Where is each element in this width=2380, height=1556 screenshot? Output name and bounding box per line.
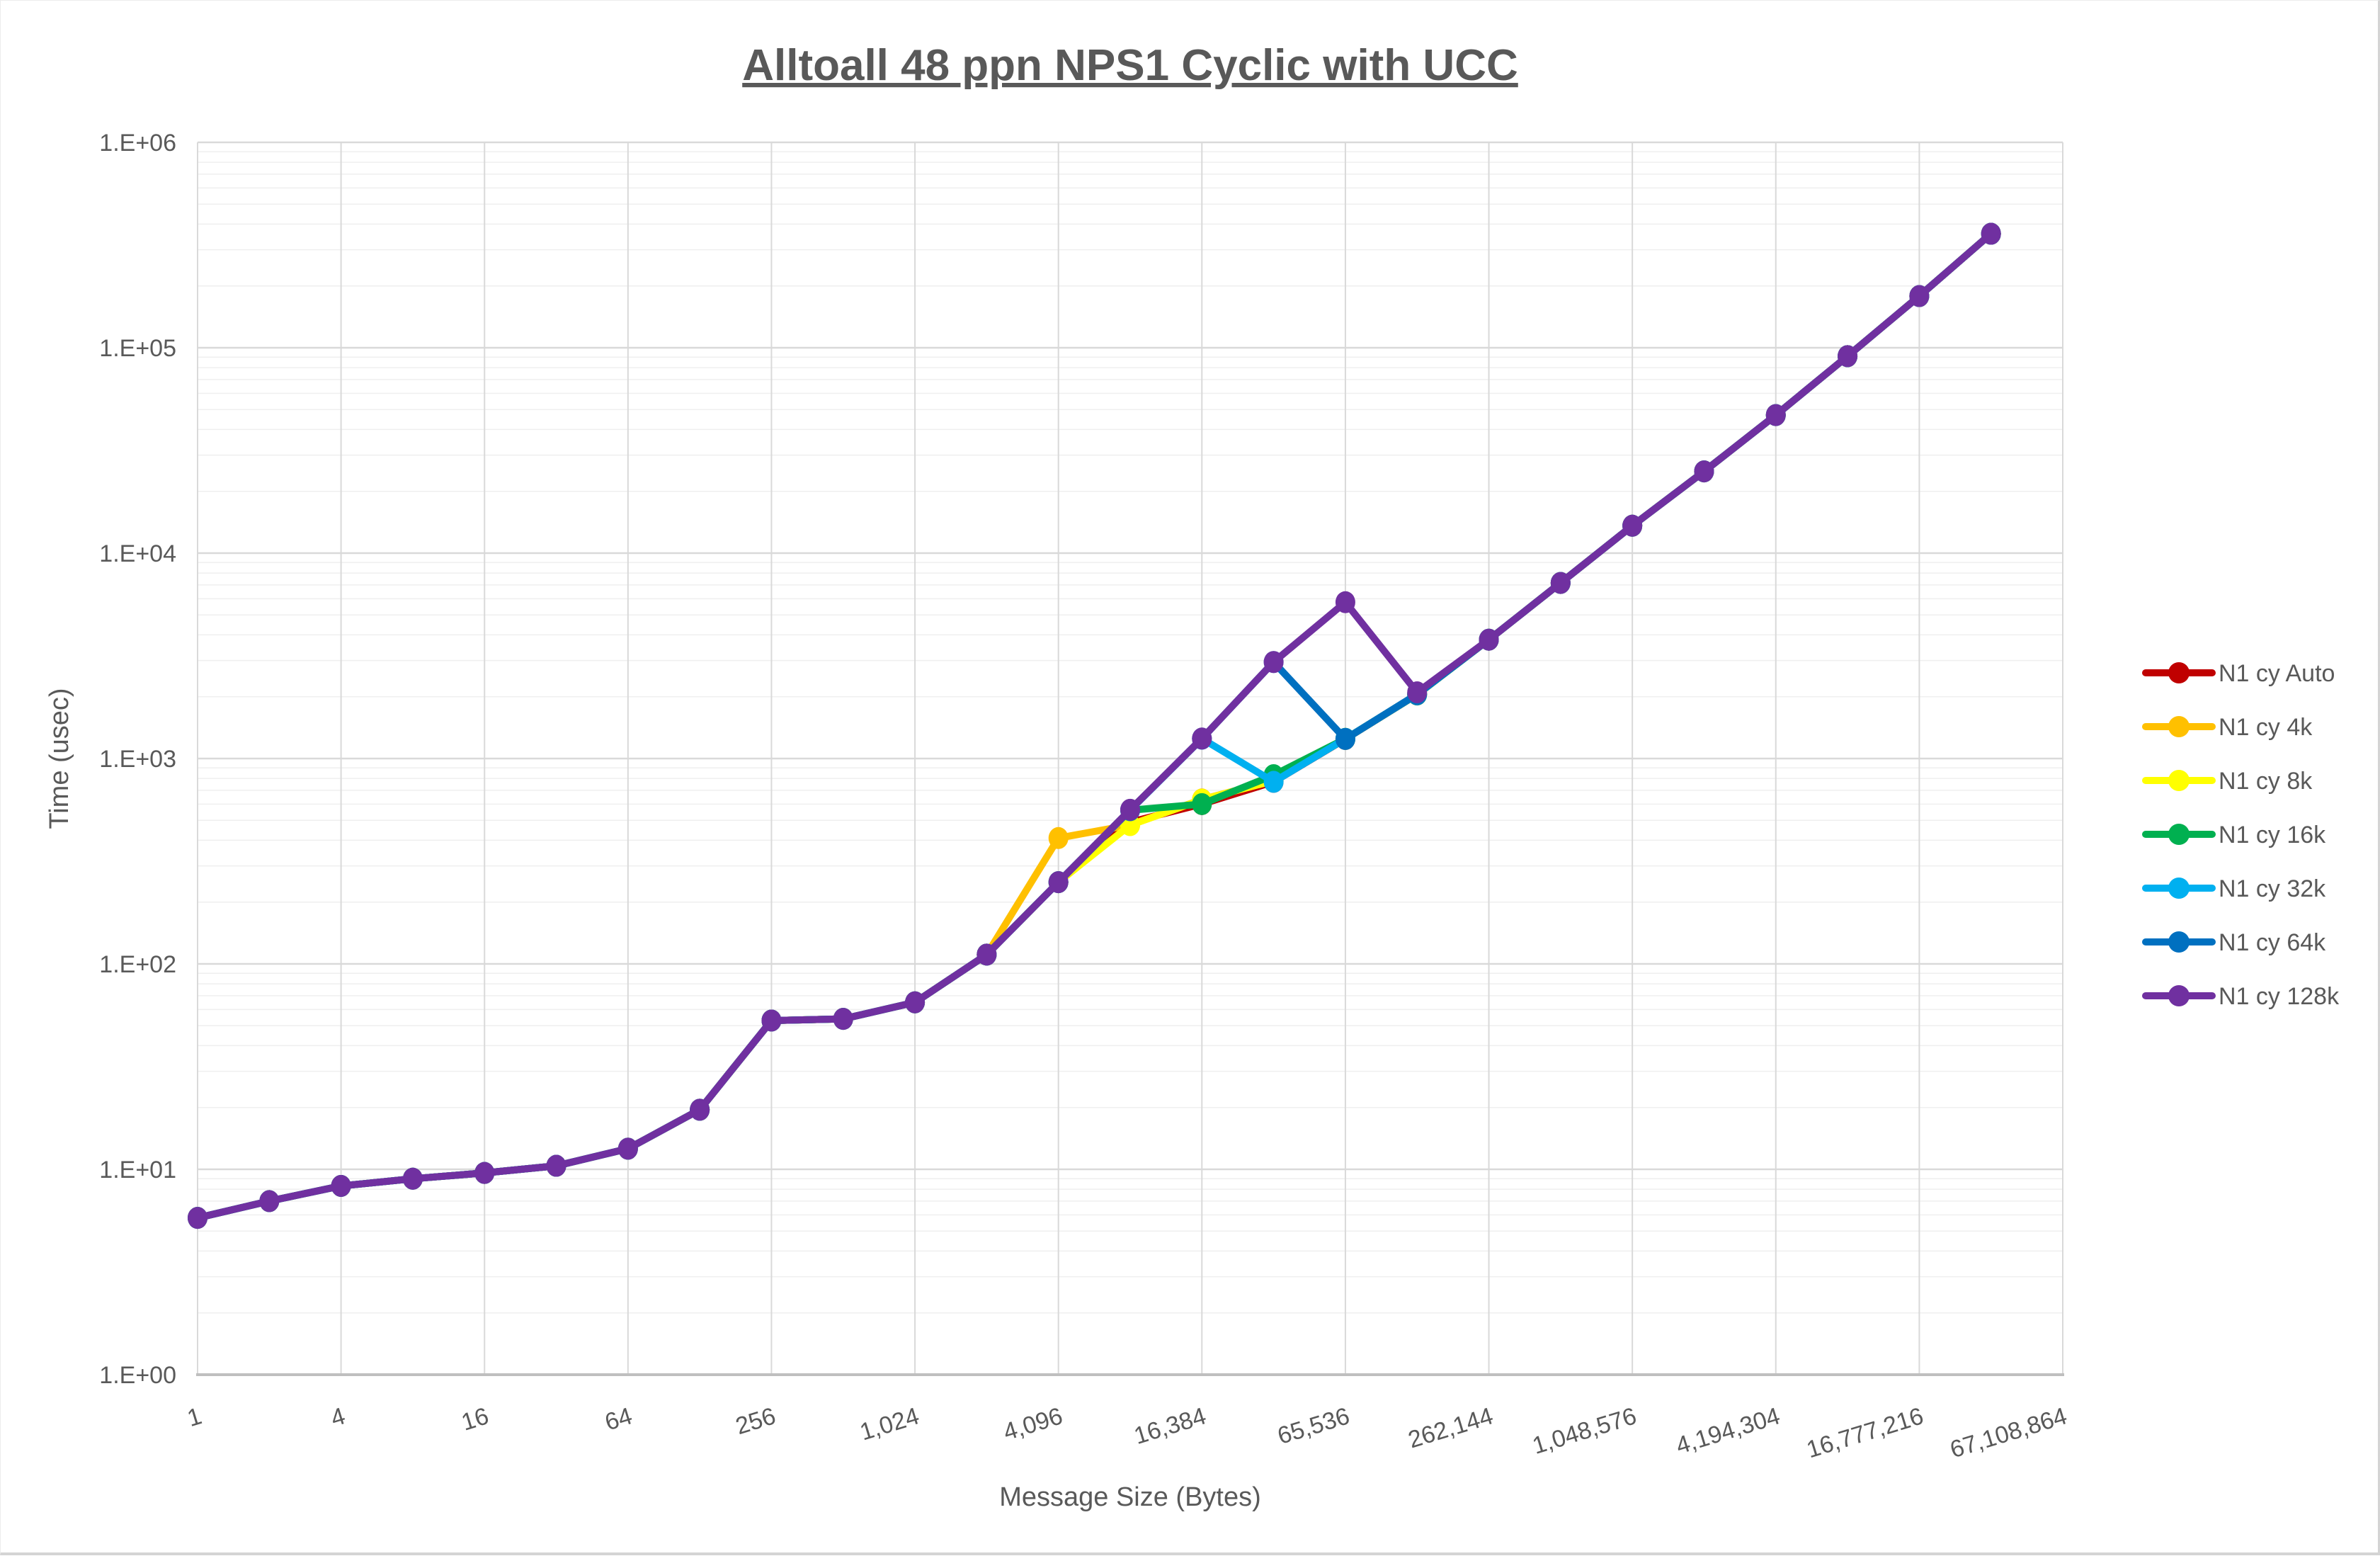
legend-marker-dot bbox=[2168, 931, 2190, 953]
legend-marker-dot bbox=[2168, 824, 2190, 845]
data-point-marker-n1-cy-128k[interactable] bbox=[1909, 285, 1930, 307]
legend-marker-dot bbox=[2168, 878, 2190, 899]
data-point-marker-n1-cy-128k[interactable] bbox=[833, 1008, 853, 1030]
x-tick-label: 67,108,864 bbox=[1947, 1402, 2070, 1463]
series-line-n1-cy-16k[interactable] bbox=[194, 230, 1995, 1222]
data-point-marker-n1-cy-32k[interactable] bbox=[1263, 771, 1284, 793]
data-point-marker-n1-cy-128k[interactable] bbox=[1765, 404, 1786, 426]
legend-item-label: N1 cy 16k bbox=[2219, 822, 2326, 848]
legend-item-label: N1 cy 32k bbox=[2219, 875, 2326, 902]
series-line-n1-cy-8k[interactable] bbox=[194, 230, 1995, 1222]
x-tick-label: 16,777,216 bbox=[1804, 1402, 1927, 1463]
legend-item-n1-cy-128k[interactable]: N1 cy 128k bbox=[2142, 983, 2340, 1010]
data-point-marker-n1-cy-128k[interactable] bbox=[402, 1167, 423, 1190]
legend-item-label: N1 cy 8k bbox=[2219, 768, 2313, 795]
series-line-n1-cy-32k[interactable] bbox=[194, 230, 1995, 1222]
x-tick-label: 4,194,304 bbox=[1673, 1402, 1783, 1460]
series-line-n1-cy-4k[interactable] bbox=[194, 230, 1995, 1222]
x-axis-title: Message Size (Bytes) bbox=[999, 1482, 1261, 1512]
legend-item-n1-cy-32k[interactable]: N1 cy 32k bbox=[2142, 875, 2326, 902]
data-point-marker-n1-cy-128k[interactable] bbox=[1263, 651, 1284, 674]
legend-item-n1-cy-auto[interactable]: N1 cy Auto bbox=[2142, 660, 2335, 687]
x-tick-label: 4 bbox=[328, 1402, 348, 1432]
data-point-marker-n1-cy-128k[interactable] bbox=[1694, 460, 1714, 483]
legend: N1 cy Auto N1 cy 4k N1 cy 8k N1 cy 16k N1 cy… bbox=[2142, 660, 2340, 1010]
x-axis-tick-labels: 1 4 16 64 256 1,024 4,096 16,384 65,536 262,144 1,… bbox=[184, 1402, 2070, 1463]
y-tick-label: 1.E+01 bbox=[99, 1157, 176, 1183]
legend-item-n1-cy-4k[interactable]: N1 cy 4k bbox=[2142, 714, 2313, 741]
data-point-marker-n1-cy-128k[interactable] bbox=[331, 1174, 351, 1197]
data-point-marker-n1-cy-128k[interactable] bbox=[690, 1098, 710, 1121]
series-line-n1-cy-auto[interactable] bbox=[194, 230, 1995, 1222]
data-point-marker-n1-cy-128k[interactable] bbox=[188, 1207, 207, 1230]
legend-item-label: N1 cy 64k bbox=[2219, 929, 2326, 956]
chart-title: Alltoall 48 ppn NPS1 Cyclic with UCC bbox=[742, 41, 1518, 90]
y-tick-label: 1.E+06 bbox=[99, 130, 176, 157]
legend-item-label: N1 cy Auto bbox=[2219, 660, 2335, 687]
data-point-marker-n1-cy-128k[interactable] bbox=[977, 943, 997, 966]
data-point-marker-n1-cy-128k[interactable] bbox=[259, 1190, 280, 1213]
x-tick-label: 16 bbox=[458, 1402, 491, 1436]
x-tick-label: 16,384 bbox=[1131, 1402, 1209, 1450]
series-lines bbox=[188, 222, 2001, 1230]
data-point-marker-n1-cy-128k[interactable] bbox=[1407, 681, 1428, 704]
x-tick-label: 64 bbox=[602, 1402, 635, 1436]
minor-gridlines bbox=[198, 151, 2063, 1314]
data-point-marker-n1-cy-128k[interactable] bbox=[1838, 345, 1858, 368]
x-tick-label: 1,048,576 bbox=[1530, 1402, 1640, 1460]
data-point-marker-n1-cy-4k[interactable] bbox=[1048, 827, 1069, 849]
data-point-marker-n1-cy-128k[interactable] bbox=[905, 991, 926, 1013]
legend-item-label: N1 cy 4k bbox=[2219, 714, 2313, 741]
legend-marker-dot bbox=[2168, 985, 2190, 1006]
y-axis-title: Time (usec) bbox=[45, 688, 74, 829]
legend-marker-dot bbox=[2168, 716, 2190, 737]
data-point-marker-n1-cy-128k[interactable] bbox=[761, 1009, 782, 1032]
y-tick-label: 1.E+03 bbox=[99, 746, 176, 773]
x-tick-label: 1,024 bbox=[857, 1402, 922, 1446]
x-tick-label: 262,144 bbox=[1405, 1402, 1496, 1453]
data-point-marker-n1-cy-128k[interactable] bbox=[1335, 591, 1355, 613]
major-gridlines bbox=[197, 141, 2063, 1376]
x-tick-label: 65,536 bbox=[1275, 1402, 1353, 1450]
legend-marker-dot bbox=[2168, 770, 2190, 791]
data-point-marker-n1-cy-128k[interactable] bbox=[474, 1162, 495, 1184]
series-line-n1-cy-64k[interactable] bbox=[194, 230, 1995, 1222]
data-point-marker-n1-cy-128k[interactable] bbox=[1192, 727, 1212, 750]
data-point-marker-n1-cy-128k[interactable] bbox=[1622, 514, 1643, 537]
data-point-marker-n1-cy-128k[interactable] bbox=[546, 1154, 566, 1177]
data-point-marker-n1-cy-128k[interactable] bbox=[1479, 628, 1499, 651]
legend-item-n1-cy-64k[interactable]: N1 cy 64k bbox=[2142, 929, 2326, 956]
y-tick-label: 1.E+05 bbox=[99, 335, 176, 362]
data-point-marker-n1-cy-16k[interactable] bbox=[1192, 793, 1212, 815]
y-axis-tick-labels: 1.E+00 1.E+01 1.E+02 1.E+03 1.E+04 1.E+05 1.E+… bbox=[99, 130, 176, 1389]
x-tick-label: 256 bbox=[732, 1402, 778, 1440]
legend-item-n1-cy-8k[interactable]: N1 cy 8k bbox=[2142, 768, 2313, 795]
y-tick-label: 1.E+04 bbox=[99, 540, 176, 567]
data-point-marker-n1-cy-64k[interactable] bbox=[1335, 727, 1355, 750]
y-tick-label: 1.E+00 bbox=[99, 1362, 176, 1389]
x-tick-label: 1 bbox=[184, 1402, 205, 1432]
data-point-marker-n1-cy-128k[interactable] bbox=[1120, 798, 1140, 821]
series-line-n1-cy-128k[interactable] bbox=[194, 230, 1995, 1222]
legend-marker-dot bbox=[2168, 662, 2190, 683]
x-tick-label: 4,096 bbox=[1001, 1402, 1066, 1446]
legend-item-label: N1 cy 128k bbox=[2219, 983, 2340, 1010]
data-point-marker-n1-cy-128k[interactable] bbox=[617, 1137, 638, 1160]
y-tick-label: 1.E+02 bbox=[99, 951, 176, 978]
data-point-marker-n1-cy-128k[interactable] bbox=[1048, 871, 1069, 894]
data-point-marker-n1-cy-128k[interactable] bbox=[1981, 222, 2001, 245]
data-point-marker-n1-cy-128k[interactable] bbox=[1550, 572, 1571, 594]
legend-item-n1-cy-16k[interactable]: N1 cy 16k bbox=[2142, 822, 2326, 848]
